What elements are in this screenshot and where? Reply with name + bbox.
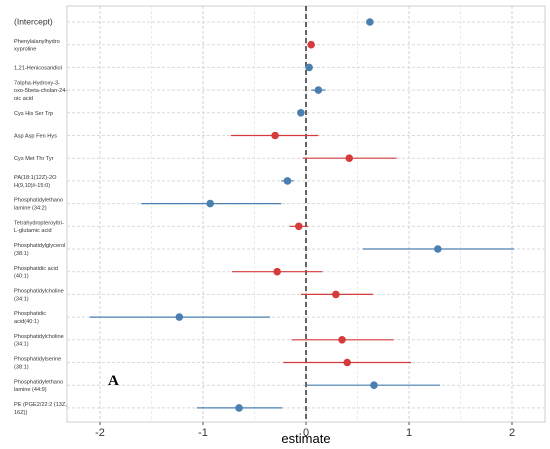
estimate-point xyxy=(297,109,305,117)
x-axis-ticks: -2 -1 0 1 2 xyxy=(95,422,515,439)
y-axis-label: Cys His Ser Trp xyxy=(14,111,53,117)
y-axis-label: Phosphatidylserine (38:1) xyxy=(14,357,61,371)
y-axis-label-line: H(9,10)/i-15:0) xyxy=(14,183,50,189)
y-axis-label-line: Cys Met Thr Tyr xyxy=(14,156,54,162)
x-tick-label: -1 xyxy=(198,427,208,439)
panel-letter: A xyxy=(108,373,119,389)
y-axis-label-line: 16Z)) xyxy=(14,410,28,416)
y-axis-label-line: xyproline xyxy=(14,47,36,53)
y-axis-label-line: (38:1) xyxy=(14,251,29,257)
estimate-point xyxy=(175,313,184,321)
y-axis-label: (Intercept) xyxy=(14,16,53,26)
y-axis-label: Phosphatidylcholine (34:1) xyxy=(14,334,64,348)
y-axis-label: Phosphatidylethano lamine (34:2) xyxy=(14,198,63,212)
y-axis-label-line: Phosphatidylglycerol xyxy=(14,243,65,249)
y-axis-label: 1,21-Henicosandiol xyxy=(14,65,62,71)
y-axis-label-line: 1,21-Henicosandiol xyxy=(14,65,62,71)
y-axis-label-line: Phosphatidylserine xyxy=(14,357,61,363)
y-axis-label-line: PE (PGE2/22:2 (13Z, xyxy=(14,402,67,408)
y-axis-label-line: PA(18:1(12Z)-2O xyxy=(14,175,57,181)
y-axis-label: Cys Met Thr Tyr xyxy=(14,156,54,162)
y-axis-label: 7alpha-Hydroxy-3- oxo-5beta-cholan-24- oic… xyxy=(14,80,67,102)
x-tick-label: -2 xyxy=(95,427,105,439)
y-axis-label: PE (PGE2/22:2 (13Z, 16Z)) xyxy=(14,402,67,416)
estimate-points xyxy=(175,18,442,412)
estimate-point xyxy=(283,177,292,185)
y-axis-label: Phosphatidylcholine (34:1) xyxy=(14,288,64,302)
y-axis-label-line: (34:1) xyxy=(14,342,29,348)
y-axis-label: Phosphatidic acid (40:1) xyxy=(14,266,58,280)
y-axis-label: Asp Asp Fen Hys xyxy=(14,133,57,139)
y-axis-label: Phosphatidic acid(40:1) xyxy=(14,311,46,325)
y-axis-label-line: Cys His Ser Trp xyxy=(14,111,53,117)
y-axis-label: Phenylalanylhydro xyproline xyxy=(14,39,60,53)
estimate-point xyxy=(343,358,352,367)
y-axis-label-line: acid(40:1) xyxy=(14,319,39,325)
y-axis-label-line: (40:1) xyxy=(14,274,29,280)
y-axis-label-line: (Intercept) xyxy=(14,16,53,26)
estimate-point xyxy=(305,63,313,72)
x-axis-label: estimate xyxy=(281,431,330,446)
y-axis-label: Phosphatidylethano lamine (44:9) xyxy=(14,379,63,393)
estimate-point xyxy=(434,245,442,253)
estimate-point xyxy=(370,381,378,390)
estimate-point xyxy=(294,222,303,231)
estimate-point xyxy=(332,290,340,299)
y-axis-label-line: 7alpha-Hydroxy-3- xyxy=(14,80,60,86)
x-tick-label: 2 xyxy=(509,427,515,439)
y-axis-label: Phosphatidylglycerol (38:1) xyxy=(14,243,65,257)
y-axis-label-line: oxo-5beta-cholan-24- xyxy=(14,88,67,94)
y-axis-label-line: Phosphatidylcholine xyxy=(14,334,64,340)
y-axis-label-line: Phenylalanylhydro xyxy=(14,39,60,45)
x-tick-label: 0 xyxy=(303,427,309,439)
y-axis-label-line: (38:1) xyxy=(14,364,29,370)
x-tick-label: 1 xyxy=(406,427,412,439)
y-axis-label-line: Phosphatidylcholine xyxy=(14,288,64,294)
y-axis-label: PA(18:1(12Z)-2O H(9,10)/i-15:0) xyxy=(14,175,57,189)
estimate-point xyxy=(206,199,215,208)
y-axis-label-line: Phosphatidic acid xyxy=(14,266,58,272)
estimate-point xyxy=(307,40,315,49)
y-axis-label-line: Phosphatidylethano xyxy=(14,379,63,385)
y-axis-label-line: L-glutamic acid xyxy=(14,228,52,234)
y-axis-label-line: Tetrahydropteroyltri- xyxy=(14,220,64,226)
y-axis-label: Tetrahydropteroyltri- L-glutamic acid xyxy=(14,220,64,234)
estimate-point xyxy=(314,86,323,94)
y-axis-label-line: lamine (34:2) xyxy=(14,205,47,211)
y-axis-label-line: Asp Asp Fen Hys xyxy=(14,133,57,139)
y-axis-label-line: Phosphatidylethano xyxy=(14,198,63,204)
y-axis-labels: (Intercept) Phenylalanylhydro xyproline 1,2… xyxy=(14,16,67,415)
y-axis-label-line: lamine (44:9) xyxy=(14,387,47,393)
estimate-point xyxy=(235,404,243,412)
y-axis-label-line: oic acid xyxy=(14,96,33,102)
estimate-point xyxy=(366,18,374,26)
estimate-point xyxy=(338,336,346,344)
estimate-point xyxy=(271,131,279,140)
y-axis-label-line: (34:1) xyxy=(14,296,29,302)
y-axis-label-line: Phosphatidic xyxy=(14,311,46,317)
estimate-point xyxy=(273,267,281,276)
estimate-point xyxy=(345,154,354,162)
